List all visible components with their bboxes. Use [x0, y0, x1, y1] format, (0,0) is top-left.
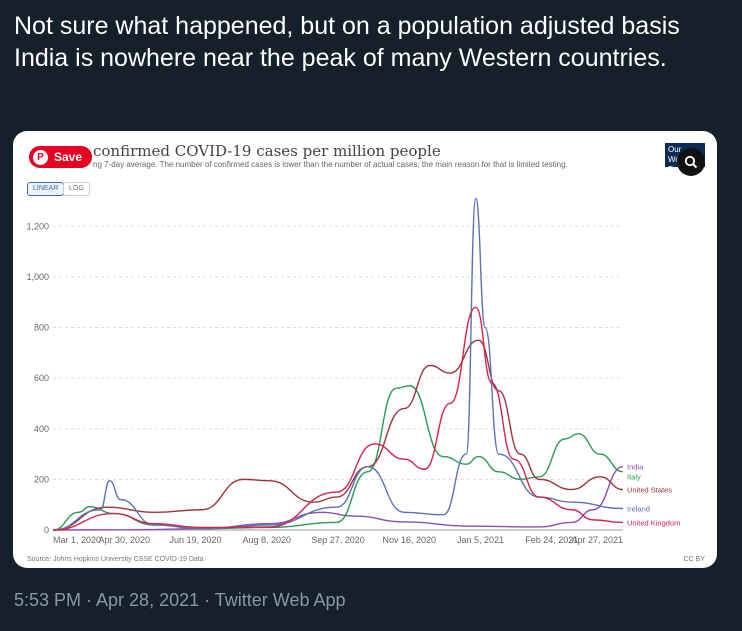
- legend-label-united-states: United States: [627, 486, 672, 495]
- x-tick-label: Apr 30, 2020: [98, 535, 150, 545]
- y-tick-label: 0: [44, 525, 49, 535]
- series-line-united-kingdom: [52, 306, 624, 531]
- y-tick-label: 400: [34, 424, 49, 434]
- pinterest-save-button[interactable]: P Save: [29, 146, 92, 168]
- pinterest-icon: P: [33, 149, 48, 165]
- x-tick-label: Apr 27, 2021: [571, 535, 623, 545]
- chart-license: CC BY: [683, 556, 705, 563]
- linear-scale-toggle[interactable]: LINEAR: [27, 182, 65, 196]
- chart-source: Source: Johns Hopkins University CSSE CO…: [27, 556, 204, 563]
- magnifier-icon: [684, 155, 698, 169]
- y-tick-label: 800: [34, 323, 49, 333]
- save-label: Save: [54, 150, 83, 164]
- y-tick-label: 1,200: [26, 221, 49, 231]
- x-tick-label: Feb 24, 2021: [525, 535, 578, 545]
- x-tick-label: Jun 19, 2020: [169, 535, 221, 545]
- tweet-text: Not sure what happened, but on a populat…: [14, 12, 680, 72]
- legend-label-united-kingdom: United Kingdom: [627, 518, 680, 527]
- x-tick-label: Jan 5, 2021: [457, 535, 504, 545]
- chart-subtitle: ng 7-day average. The number of confirme…: [93, 160, 568, 169]
- x-tick-label: Aug 8, 2020: [242, 535, 291, 545]
- series-line-ireland: [52, 197, 624, 531]
- y-tick-label: 600: [34, 373, 49, 383]
- legend-label-italy: Italy: [627, 473, 641, 482]
- series-line-italy: [52, 385, 624, 531]
- x-tick-label: Sep 27, 2020: [311, 535, 365, 545]
- series-line-india: [52, 466, 624, 531]
- legend-label-india: India: [627, 463, 644, 472]
- y-tick-label: 200: [34, 474, 49, 484]
- x-tick-label: Nov 16, 2020: [382, 535, 436, 545]
- legend-label-ireland: Ireland: [627, 504, 650, 513]
- y-tick-label: 1,000: [26, 272, 49, 282]
- tweet-media-image[interactable]: 0 200 400 600 800 1,000 1,200 Mar 1, 2020 Apr 30…: [13, 131, 717, 568]
- series-line-united-states: [52, 339, 624, 531]
- x-tick-label: Mar 1, 2020: [53, 535, 101, 545]
- visual-search-button[interactable]: [677, 148, 705, 176]
- tweet-timestamp[interactable]: 5:53 PM · Apr 28, 2021 · Twitter Web App: [14, 590, 346, 610]
- log-scale-toggle[interactable]: LOG: [63, 182, 90, 196]
- chart-title: confirmed COVID-19 cases per million peo…: [93, 142, 441, 160]
